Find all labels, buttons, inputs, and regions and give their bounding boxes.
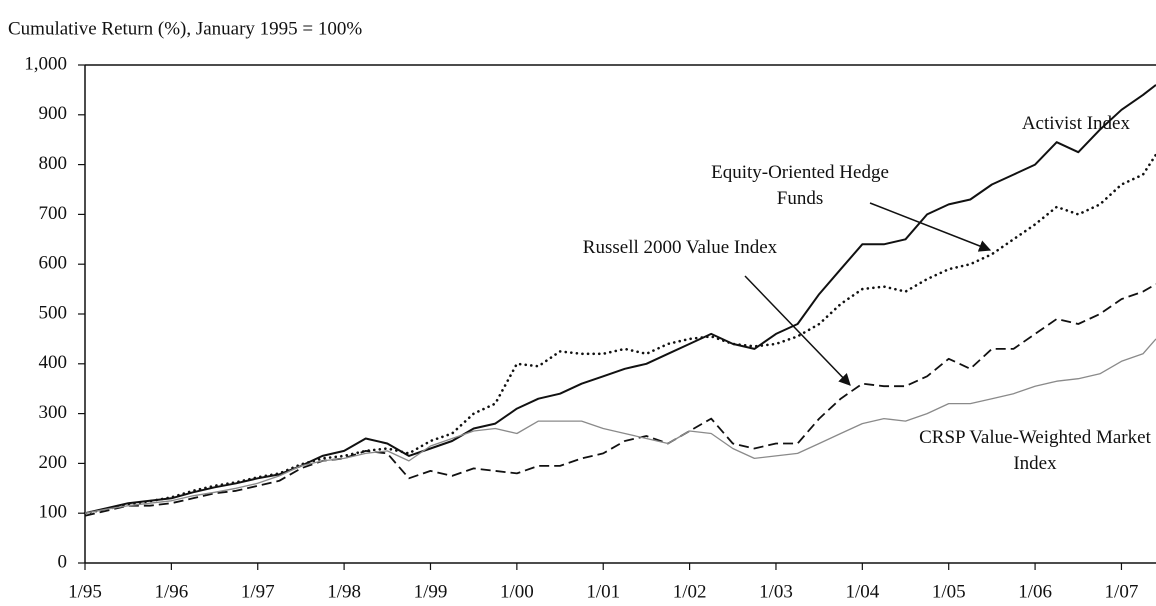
y-tick-label: 700 [39, 203, 68, 224]
x-tick-label: 1/96 [154, 581, 188, 602]
y-tick-label: 200 [39, 452, 68, 473]
y-tick-label: 600 [39, 253, 68, 274]
x-tick-label: 1/99 [414, 581, 448, 602]
series-line [84, 84, 1156, 515]
arrow [744, 275, 851, 386]
series-label: Activist Index [1021, 113, 1130, 134]
series-line [84, 283, 1156, 517]
series-label: Russell 2000 Value Index [582, 237, 778, 258]
x-tick-label: 1/02 [673, 581, 707, 602]
series-label: CRSP Value-Weighted Market Index [919, 427, 1151, 474]
y-tick-label: 100 [39, 502, 68, 523]
x-tick-label: 1/97 [241, 581, 275, 602]
arrow [869, 202, 992, 252]
x-tick-label: 1/04 [845, 581, 879, 602]
y-tick-label: 1,000 [24, 53, 67, 74]
series-line [83, 153, 1156, 515]
x-tick-label: 1/03 [759, 581, 793, 602]
x-tick-label: 1/98 [327, 581, 361, 602]
y-tick-label: 300 [39, 402, 68, 423]
x-tick-label: 1/07 [1105, 581, 1139, 602]
y-tick-label: 500 [39, 302, 68, 323]
y-tick-label: 400 [39, 352, 68, 373]
y-tick-label: 900 [39, 103, 68, 124]
y-tick-label: 800 [39, 153, 68, 174]
x-tick-label: 1/05 [932, 581, 966, 602]
chart-title: Cumulative Return (%), January 1995 = 10… [8, 18, 362, 39]
x-tick-label: 1/00 [500, 581, 534, 602]
x-tick-label: 1/95 [68, 581, 102, 602]
series-label: Equity-Oriented Hedge Funds [711, 162, 889, 209]
y-tick-label: 0 [58, 551, 68, 572]
x-tick-label: 1/06 [1018, 581, 1052, 602]
series-line [84, 338, 1156, 514]
x-tick-label: 1/01 [586, 581, 620, 602]
